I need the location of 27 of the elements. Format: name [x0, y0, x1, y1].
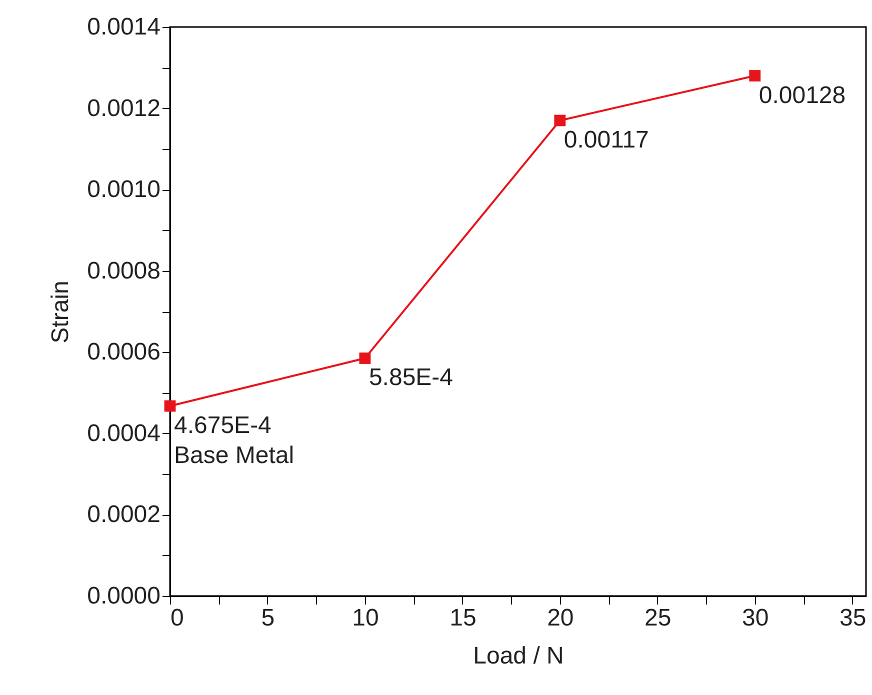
y-tick-label: 0.0002 [87, 501, 160, 528]
y-tick-label: 0.0008 [87, 257, 160, 284]
y-tick-label: 0.0012 [87, 94, 160, 122]
y-axis-title: Strain [47, 280, 74, 344]
annotation: Base Metal [174, 442, 294, 469]
x-axis-title: Load / N [473, 642, 564, 670]
data-label: 0.00128 [758, 82, 846, 109]
x-tick-label: 10 [352, 604, 379, 632]
data-label: 4.675E-4 [174, 412, 272, 439]
point [359, 352, 371, 364]
y-tick-label: 0.0014 [87, 14, 160, 40]
y-tick-label: 0.0006 [87, 338, 160, 366]
y-tick-label: 0.0010 [87, 176, 160, 204]
x-tick-label: 35 [840, 604, 866, 632]
data-label: 0.00117 [564, 126, 649, 154]
point [164, 400, 176, 412]
x-tick-label: 25 [644, 604, 672, 632]
x-tick-label: 0 [170, 604, 184, 632]
x-tick-label: 15 [450, 604, 476, 632]
data-label: 5.85E-4 [368, 364, 454, 392]
y-tick-label: 0.0000 [87, 582, 160, 610]
x-tick-label: 5 [261, 604, 275, 632]
point [749, 70, 761, 82]
y-tick-label: 0.0004 [87, 420, 160, 447]
x-tick-label: 20 [547, 604, 574, 632]
point [554, 114, 566, 126]
x-tick-label: 30 [742, 604, 769, 632]
